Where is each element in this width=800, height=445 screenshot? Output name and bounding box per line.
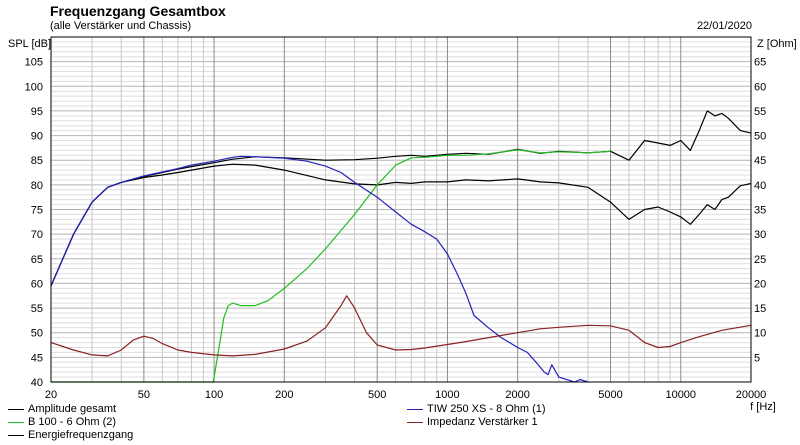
plot-frame [50,36,752,383]
y-tick-label: 75 [31,205,43,217]
y-tick-label: 85 [31,155,43,167]
legend-item-tiw250: TIW 250 XS - 8 Ohm (1) [407,403,546,415]
legend-label: Energiefrequenzgang [28,429,134,441]
x-tick-label: 20000 [736,389,767,401]
chart-axes [50,36,752,383]
legend-swatch [8,434,24,436]
y2-tick-label: 45 [754,155,766,167]
y-tick-label: 70 [31,229,43,241]
x-tick-label: 200 [275,389,293,401]
y2-tick-label: 20 [754,278,766,290]
x-tick-label: 1000 [435,389,459,401]
x-tick-label: 2000 [505,389,529,401]
legend-label: Amplitude gesamt [28,403,117,415]
series-line-0 [50,110,752,287]
y2-tick-label: 15 [754,303,766,315]
legend-item-b100: B 100 - 6 Ohm (2) [8,416,116,428]
y-tick-label: 55 [31,303,43,315]
y2-tick-label: 5 [754,352,760,364]
x-tick-label: 100 [205,389,223,401]
chart-subtitle: (alle Verstärker und Chassis) [50,20,192,32]
y-tick-label: 105 [25,57,43,69]
y-tick-label: 40 [31,377,43,389]
y2-tick-label: 30 [754,229,766,241]
x-axis-label: f [Hz] [750,401,776,413]
y2-tick-label: 40 [754,180,766,192]
series-line-1 [50,163,752,287]
legend-item-amplitude-gesamt: Amplitude gesamt [8,403,116,415]
y-tick-label: 65 [31,254,43,266]
y2-axis-label: Z [Ohm] [757,38,797,50]
y2-tick-label: 65 [754,57,766,69]
legend-swatch [407,408,423,410]
y-tick-label: 90 [31,131,43,143]
legend-swatch [8,421,24,423]
legend-item-impedanz: Impedanz Verstärker 1 [407,416,538,428]
legend-item-energiefrequenzgang: Energiefrequenzgang [8,429,133,441]
y-tick-label: 60 [31,278,43,290]
y2-tick-label: 60 [754,81,766,93]
legend-label: Impedanz Verstärker 1 [427,416,538,428]
series-line-2 [51,149,611,383]
x-tick-label: 50 [138,389,150,401]
y2-tick-label: 55 [754,106,766,118]
chart-date: 22/01/2020 [696,20,752,32]
x-tick-label: 20 [45,389,57,401]
y-tick-label: 95 [31,106,43,118]
x-tick-label: 5000 [598,389,622,401]
legend-label: TIW 250 XS - 8 Ohm (1) [427,403,546,415]
chart-title: Frequenzgang Gesamtbox [50,3,226,19]
x-tick-label: 500 [368,389,386,401]
y-tick-label: 50 [31,328,43,340]
chart-series [50,110,752,383]
legend-swatch [8,408,24,410]
y2-tick-label: 35 [754,205,766,217]
y2-tick-label: 25 [754,254,766,266]
y-axis-label: SPL [dB] [8,38,51,50]
x-tick-label: 10000 [665,389,696,401]
legend-swatch [407,421,423,423]
y2-tick-label: 50 [754,131,766,143]
y-tick-label: 100 [25,81,43,93]
chart-ticks: 40 45 50 55 60 65 70 75 80 85 90 95 100 105 5 10 15 20 25 3… [8,38,797,413]
series-line-3 [50,155,589,383]
legend-label: B 100 - 6 Ohm (2) [28,416,117,428]
y2-tick-label: 10 [754,328,766,340]
y-tick-label: 45 [31,352,43,364]
y-tick-label: 80 [31,180,43,192]
series-line-4 [50,295,752,357]
